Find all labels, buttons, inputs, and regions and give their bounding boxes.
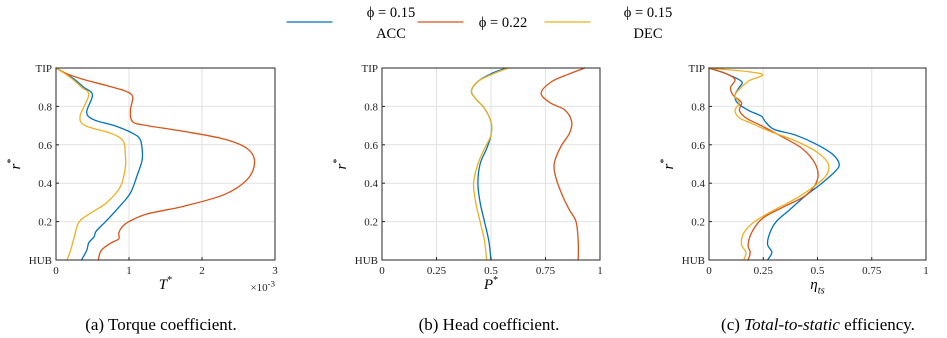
- y-tick-label: 0.2: [691, 217, 705, 229]
- legend-sublabel-dec: DEC: [634, 26, 663, 42]
- x-tick-label: 0.5: [811, 265, 825, 277]
- x-tick-label: 0.5: [484, 265, 498, 277]
- legend-entry-nominal: ϕ = 0.22: [417, 15, 527, 31]
- x-tick-label: 0: [379, 265, 385, 277]
- legend-label-nominal: ϕ = 0.22: [479, 15, 527, 31]
- y-tick-label: 0.8: [364, 101, 378, 113]
- series-line-acc: [470, 67, 507, 261]
- y-tick-label: 0.2: [364, 217, 378, 229]
- panel-caption: (c) Total-to-static efficiency.: [721, 315, 915, 334]
- x-tick-label: 1: [923, 265, 929, 277]
- y-tick-label: 0.8: [691, 101, 705, 113]
- y-tick-label: 0.4: [38, 178, 52, 190]
- y-tick-label: HUB: [355, 255, 378, 267]
- x-tick-label: 0: [53, 265, 59, 277]
- x-axis-label: T*: [159, 275, 172, 293]
- plot-frame: [55, 67, 276, 261]
- y-tick-label: 0.8: [38, 101, 52, 113]
- x-tick-label: 0.75: [862, 265, 882, 277]
- legend-sublabel-acc: ACC: [376, 26, 406, 42]
- y-tick-label: HUB: [682, 255, 705, 267]
- series-line-dec: [55, 67, 127, 261]
- legend-label-dec: ϕ = 0.15: [624, 5, 672, 21]
- x-axis-label: ηts: [810, 277, 824, 297]
- x-tick-label: 0.25: [754, 265, 774, 277]
- panel-caption: (a) Torque coefficient.: [85, 315, 237, 334]
- y-tick-label: HUB: [29, 255, 52, 267]
- series-line-dec: [708, 67, 830, 261]
- legend-label-acc: ϕ = 0.15: [367, 5, 415, 21]
- legend-entry-dec: ϕ = 0.15 DEC: [544, 5, 672, 42]
- y-tick-label: 0.4: [364, 178, 378, 190]
- y-tick-label: TIP: [36, 63, 53, 75]
- legend: ϕ = 0.15 ACC ϕ = 0.22 ϕ = 0.15 DEC: [286, 5, 672, 42]
- x-axis-multiplier: ×10-3: [250, 279, 275, 294]
- y-tick-label: 0.6: [364, 140, 378, 152]
- y-axis-label: r*: [332, 159, 350, 170]
- x-tick-label: 0.25: [427, 265, 447, 277]
- y-tick-label: 0.6: [38, 140, 52, 152]
- x-tick-label: 0: [706, 265, 712, 277]
- x-axis-label: P*: [483, 275, 498, 293]
- series-line-nominal: [55, 67, 256, 261]
- y-axis-label: r*: [659, 159, 677, 170]
- series-line-dec: [470, 67, 510, 261]
- y-tick-label: 0.2: [38, 217, 52, 229]
- series-line-nominal: [708, 67, 819, 261]
- series-line-acc: [708, 67, 840, 261]
- y-tick-label: 0.6: [691, 140, 705, 152]
- y-tick-label: TIP: [689, 63, 706, 75]
- series-line-nominal: [540, 67, 586, 261]
- head-coefficient-panel: 0 0.25 0.5 0.75 1 HUB 0.2 0.4 0.6 0.8 TIP P* r* (b) H…: [332, 63, 603, 334]
- efficiency-panel: 0 0.25 0.5 0.75 1 HUB 0.2 0.4 0.6 0.8 TIP ηts r* (c) …: [659, 63, 929, 334]
- series-line-acc: [55, 67, 144, 261]
- torque-coefficient-panel: 0 1 2 3 HUB 0.2 0.4 0.6 0.8 TIP T* r* ×10-3 (a) Torqu…: [6, 63, 278, 334]
- x-tick-label: 1: [597, 265, 603, 277]
- y-axis-label: r*: [6, 159, 24, 170]
- panel-caption: (b) Head coefficient.: [419, 315, 560, 334]
- y-tick-label: 0.4: [691, 178, 705, 190]
- legend-entry-acc: ϕ = 0.15 ACC: [286, 5, 415, 42]
- y-tick-label: TIP: [362, 63, 379, 75]
- x-tick-label: 1: [126, 265, 132, 277]
- x-tick-label: 2: [199, 265, 205, 277]
- x-tick-label: 0.75: [536, 265, 556, 277]
- x-tick-label: 3: [272, 265, 278, 277]
